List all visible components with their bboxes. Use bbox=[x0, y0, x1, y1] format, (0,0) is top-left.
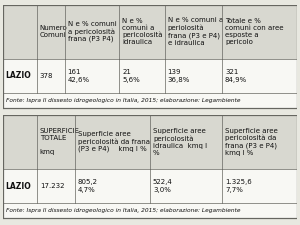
Bar bbox=[3, 203, 297, 218]
Text: Numero
Comuni: Numero Comuni bbox=[40, 25, 68, 38]
Text: 139
36,8%: 139 36,8% bbox=[168, 69, 190, 83]
Text: N e % comuni a
periolosità
frana (P3 e P4)
e idraulica: N e % comuni a periolosità frana (P3 e P… bbox=[168, 18, 223, 45]
Bar bbox=[65, 58, 119, 93]
Text: 161
42,6%: 161 42,6% bbox=[68, 69, 90, 83]
Bar bbox=[37, 4, 65, 59]
Text: 21
5,6%: 21 5,6% bbox=[122, 69, 140, 83]
Text: Superficie aree
pericolosità da frana
(P3 e P4)    kmq I %: Superficie aree pericolosità da frana (P… bbox=[78, 131, 150, 152]
Bar bbox=[222, 169, 297, 203]
Bar bbox=[3, 115, 37, 169]
Bar bbox=[222, 4, 298, 59]
Bar bbox=[3, 93, 297, 108]
Bar bbox=[119, 58, 165, 93]
Text: Fonte: Ispra Il dissesto idrogeologico in Italia, 2015; elaborazione: Legambient: Fonte: Ispra Il dissesto idrogeologico i… bbox=[6, 208, 240, 213]
Text: LAZIO: LAZIO bbox=[5, 182, 31, 191]
Bar bbox=[37, 115, 75, 169]
Text: N e % comuni
a pericolosità
frana (P3 P4): N e % comuni a pericolosità frana (P3 P4… bbox=[68, 21, 116, 42]
Text: Superficie aree
pericolosità da
frana (P3 e P4)
kmq I %: Superficie aree pericolosità da frana (P… bbox=[225, 128, 278, 156]
Text: 321
84,9%: 321 84,9% bbox=[225, 69, 247, 83]
Text: Fonte: Ispra Il dissesto idrogeologico in Italia, 2015; elaborazione: Legambient: Fonte: Ispra Il dissesto idrogeologico i… bbox=[6, 98, 240, 103]
Text: 1.325,6
7,7%: 1.325,6 7,7% bbox=[225, 179, 252, 193]
Text: N e %
comunì a
pericolosità
idraulica: N e % comunì a pericolosità idraulica bbox=[122, 18, 163, 45]
Text: SUPERFICIE
TOTALE

kmq: SUPERFICIE TOTALE kmq bbox=[40, 128, 80, 155]
Bar bbox=[75, 115, 150, 169]
Text: 805,2
4,7%: 805,2 4,7% bbox=[78, 179, 98, 193]
Text: 17.232: 17.232 bbox=[40, 183, 64, 189]
Text: 378: 378 bbox=[40, 73, 53, 79]
Bar bbox=[3, 4, 37, 59]
Bar bbox=[150, 169, 222, 203]
Text: 522,4
3,0%: 522,4 3,0% bbox=[153, 179, 173, 193]
Text: Totale e %
comunì con aree
esposte a
pericolo: Totale e % comunì con aree esposte a per… bbox=[225, 18, 284, 45]
Bar bbox=[119, 4, 165, 59]
Bar bbox=[222, 115, 297, 169]
Bar bbox=[165, 4, 222, 59]
Text: LAZIO: LAZIO bbox=[5, 71, 31, 80]
Bar bbox=[65, 4, 119, 59]
Bar bbox=[165, 58, 222, 93]
Bar bbox=[150, 115, 222, 169]
Bar bbox=[222, 58, 298, 93]
Bar bbox=[3, 58, 37, 93]
Text: Superficie aree
pericolosità
idraulica  kmq I
%: Superficie aree pericolosità idraulica k… bbox=[153, 128, 207, 155]
Bar bbox=[37, 169, 75, 203]
Bar bbox=[37, 58, 65, 93]
Bar bbox=[75, 169, 150, 203]
Bar bbox=[3, 169, 37, 203]
